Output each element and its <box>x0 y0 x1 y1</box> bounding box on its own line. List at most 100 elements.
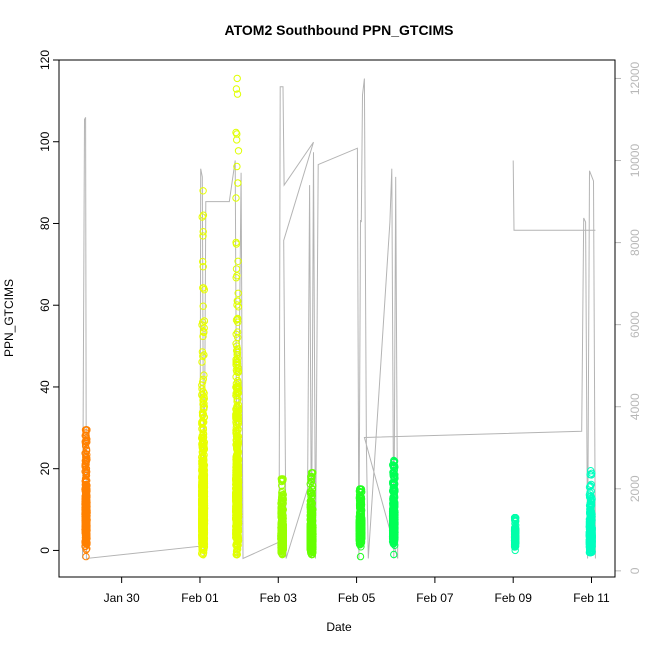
data-point <box>232 495 241 503</box>
altitude-line <box>82 78 596 560</box>
data-point <box>232 404 241 412</box>
data-point <box>233 162 241 171</box>
flight-points <box>277 475 288 559</box>
data-point <box>233 351 242 359</box>
data-point-max <box>82 426 90 434</box>
data-point <box>82 453 90 461</box>
data-point <box>200 286 209 294</box>
data-point <box>199 506 207 515</box>
data-point-min <box>278 550 286 559</box>
data-point-max <box>233 74 241 83</box>
flight-points <box>355 485 366 561</box>
data-point <box>279 523 287 531</box>
data-point <box>83 506 91 514</box>
data-point <box>199 482 207 490</box>
data-point <box>198 510 207 518</box>
data-point <box>199 211 208 219</box>
data-point <box>232 383 240 391</box>
data-point <box>200 328 208 337</box>
data-point <box>232 454 240 462</box>
data-point <box>279 496 287 504</box>
data-point <box>233 314 242 323</box>
data-point <box>278 477 286 486</box>
data-point <box>233 136 241 144</box>
data-point <box>199 434 207 442</box>
data-point <box>198 458 206 466</box>
data-point <box>198 213 206 221</box>
data-point <box>233 504 242 512</box>
data-point <box>199 257 207 266</box>
data-point <box>199 499 207 507</box>
flight-points <box>81 426 91 561</box>
data-point <box>232 514 240 523</box>
data-point <box>199 263 207 271</box>
data-point <box>233 403 242 411</box>
data-point <box>82 465 91 473</box>
data-point <box>81 463 90 471</box>
data-point <box>82 514 91 523</box>
x-axis-label: Date <box>326 620 352 634</box>
data-point <box>81 505 90 513</box>
data-point <box>234 367 243 375</box>
data-point <box>199 410 208 418</box>
data-point-min <box>356 552 365 561</box>
data-point <box>82 527 91 536</box>
data-point <box>198 543 207 552</box>
data-point <box>200 445 208 453</box>
data-point <box>233 301 241 309</box>
flight-points <box>388 456 399 559</box>
flight-points <box>232 74 243 559</box>
data-point <box>199 388 208 396</box>
data-points <box>81 74 596 561</box>
data-point <box>233 458 242 467</box>
data-point <box>233 90 242 98</box>
data-point <box>233 328 242 336</box>
data-point <box>278 534 287 542</box>
data-point <box>199 430 207 439</box>
data-point <box>198 381 206 389</box>
data-point <box>233 297 242 305</box>
data-point-min <box>82 552 90 561</box>
data-point <box>233 508 242 516</box>
data-point <box>232 476 240 485</box>
data-point <box>232 194 240 202</box>
data-point <box>234 381 242 389</box>
data-point <box>199 462 207 471</box>
data-point <box>233 518 241 526</box>
data-point <box>234 476 243 485</box>
data-point <box>232 85 241 93</box>
data-point <box>234 257 242 265</box>
data-point <box>232 128 240 137</box>
data-point <box>199 302 207 310</box>
data-point <box>198 443 207 452</box>
data-point <box>199 232 207 240</box>
data-point <box>232 238 240 247</box>
data-point <box>278 512 286 520</box>
data-point <box>81 478 90 486</box>
data-point <box>198 378 207 386</box>
data-point <box>200 371 208 379</box>
data-point <box>198 534 206 542</box>
data-point <box>233 342 241 350</box>
y-axis-label: PPN_GTCIMS <box>2 279 16 357</box>
data-point <box>232 274 240 282</box>
data-point <box>278 492 286 500</box>
data-point <box>232 525 240 533</box>
data-point <box>199 284 207 292</box>
data-point <box>82 510 91 518</box>
data-point <box>83 486 91 494</box>
data-point <box>233 347 241 355</box>
flight-points <box>306 469 317 559</box>
data-point <box>234 289 242 297</box>
flight-points <box>198 187 209 559</box>
data-point-min <box>199 550 207 559</box>
data-point <box>234 442 242 450</box>
data-point <box>278 537 287 545</box>
data-point <box>232 265 241 273</box>
data-point <box>234 179 242 187</box>
data-point <box>277 529 285 538</box>
data-point <box>233 440 241 449</box>
data-point <box>200 389 208 397</box>
data-point <box>198 411 207 420</box>
data-point <box>198 517 206 525</box>
